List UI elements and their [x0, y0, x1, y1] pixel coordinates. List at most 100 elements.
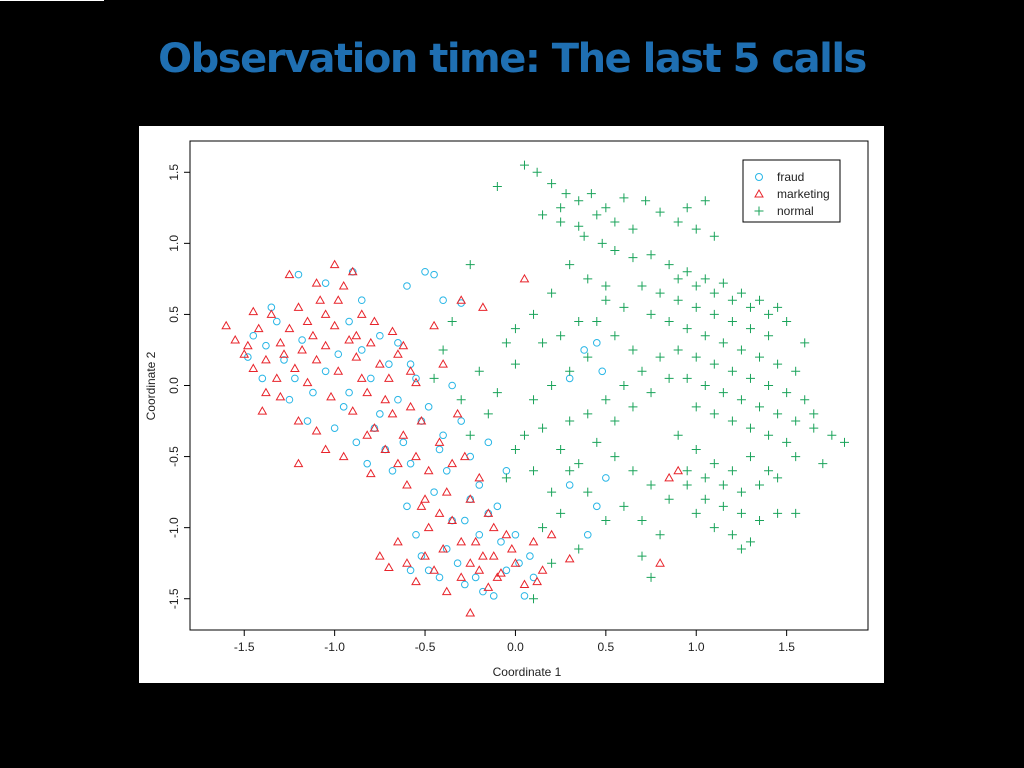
point-normal [529, 395, 539, 405]
point-normal [691, 224, 701, 234]
point-normal [782, 437, 792, 447]
point-marketing [459, 451, 470, 461]
point-normal [538, 338, 548, 348]
point-marketing [338, 451, 349, 461]
point-fraud [580, 346, 588, 354]
point-normal [673, 295, 683, 305]
point-normal [745, 537, 755, 547]
point-marketing [438, 543, 448, 553]
point-normal [791, 366, 801, 376]
point-marketing [478, 551, 488, 560]
point-normal [510, 359, 520, 369]
point-normal [601, 395, 611, 405]
point-normal [736, 288, 746, 298]
point-marketing [365, 337, 376, 347]
point-normal [610, 217, 620, 227]
point-normal [718, 480, 728, 490]
point-marketing [411, 451, 421, 461]
point-marketing [441, 487, 452, 496]
point-normal [592, 210, 602, 220]
point-normal [718, 338, 728, 348]
point-marketing [387, 326, 398, 335]
point-fraud [435, 573, 444, 582]
point-normal [764, 331, 774, 341]
point-normal [709, 409, 719, 419]
point-normal [556, 203, 566, 213]
point-normal [709, 309, 719, 319]
point-marketing [380, 394, 391, 404]
point-normal [574, 544, 584, 554]
point-normal [691, 281, 701, 291]
point-normal [628, 402, 638, 412]
point-normal [709, 459, 719, 469]
point-normal [700, 331, 710, 341]
point-normal [610, 331, 620, 341]
point-fraud [406, 566, 415, 575]
point-normal [619, 381, 629, 390]
point-marketing [347, 266, 358, 276]
point-marketing [311, 354, 322, 364]
point-fraud [345, 317, 353, 326]
y-tick-label: 0.0 [167, 377, 181, 394]
point-marketing [384, 373, 394, 382]
point-marketing [356, 373, 367, 382]
point-normal [601, 203, 611, 213]
legend: fraud marketing normal [742, 159, 841, 223]
point-fraud [403, 282, 411, 290]
x-tick-label: 0.0 [507, 640, 524, 654]
point-normal [628, 466, 638, 476]
point-marketing [329, 259, 340, 269]
point-normal [691, 402, 701, 412]
point-fraud [303, 417, 312, 425]
point-normal [465, 260, 475, 270]
point-marketing [452, 408, 463, 418]
point-normal [646, 309, 656, 319]
point-normal [601, 516, 611, 526]
point-fraud [565, 481, 574, 489]
point-normal [736, 487, 746, 497]
point-marketing [384, 562, 394, 571]
point-normal [791, 452, 801, 462]
point-normal [755, 516, 765, 526]
point-normal [637, 551, 647, 561]
point-marketing [423, 522, 434, 532]
point-normal [755, 295, 765, 305]
point-fraud [421, 267, 429, 276]
point-normal [561, 189, 571, 199]
point-normal [839, 437, 849, 447]
point-marketing [311, 425, 322, 435]
point-normal [547, 558, 557, 568]
point-fraud [280, 356, 288, 364]
point-fraud [363, 459, 371, 468]
point-normal [610, 245, 620, 255]
point-normal [574, 459, 584, 469]
point-normal [592, 317, 602, 327]
y-tick-label: -1.0 [167, 517, 181, 538]
point-normal [700, 196, 710, 206]
point-marketing [429, 565, 439, 574]
point-fraud [367, 374, 375, 383]
point-normal [483, 409, 493, 419]
legend-marker-marketing [754, 188, 764, 198]
point-normal [764, 466, 774, 476]
point-marketing [374, 551, 385, 560]
point-marketing [398, 340, 409, 350]
point-normal [628, 253, 638, 263]
point-fraud [262, 341, 270, 350]
point-marketing [664, 472, 674, 482]
point-fraud [602, 474, 610, 482]
point-normal [619, 501, 629, 511]
point-normal [700, 473, 710, 483]
point-marketing [347, 406, 358, 415]
point-normal [682, 373, 692, 383]
point-marketing [374, 359, 385, 368]
point-normal [646, 388, 656, 398]
point-marketing [320, 340, 331, 350]
point-normal [809, 409, 819, 419]
point-marketing [326, 391, 336, 401]
point-normal [682, 480, 692, 490]
point-fraud [357, 346, 366, 354]
point-marketing [302, 377, 313, 387]
point-fraud [298, 336, 306, 344]
x-axis-ticks: -1.5 -1.0 -0.5 0.0 0.5 1.0 1.5 [234, 630, 795, 654]
